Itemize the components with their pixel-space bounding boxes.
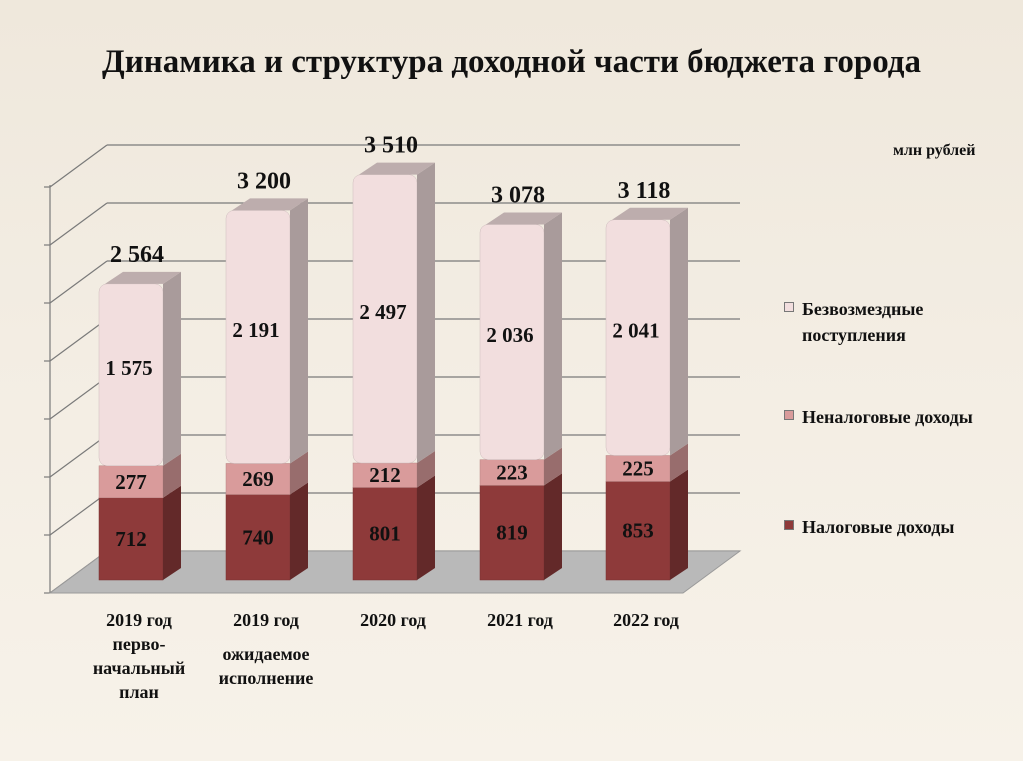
data-label-grants-2: 2 497	[359, 300, 406, 324]
chart-title: Динамика и структура доходной части бюдж…	[102, 44, 921, 80]
x-tick-label-2: 2020 год	[313, 608, 473, 632]
bar-side-grants-0	[163, 271, 181, 466]
bar-side-nontax-2	[417, 450, 435, 488]
bar-top-4	[612, 207, 688, 220]
gridline-diagonal	[49, 260, 108, 304]
bar-nontax-2	[352, 462, 418, 488]
data-label-tax-2: 801	[369, 522, 401, 546]
bar-nontax-0	[98, 465, 164, 499]
x-tick-label-1: 2019 год ожидаемое исполнение	[186, 608, 346, 690]
gridline-diagonal	[49, 144, 108, 188]
x-tick-label-year: 2019 год	[233, 610, 299, 630]
bar-top-3	[486, 212, 562, 225]
x-tick-label-3: 2021 год	[440, 608, 600, 632]
x-tick-label-year: 2022 год	[613, 610, 679, 630]
x-tick-label-year: 2020 год	[360, 610, 426, 630]
total-label-2: 3 510	[364, 133, 418, 159]
gridline-diagonal	[49, 492, 108, 536]
total-label-3: 3 078	[491, 182, 545, 208]
data-label-nontax-4: 225	[622, 456, 654, 480]
unit-label: млн рублей	[893, 142, 976, 159]
bar-side-nontax-1	[290, 451, 308, 495]
bar-side-tax-2	[417, 475, 435, 580]
bar-tax-3	[479, 485, 545, 581]
data-label-tax-4: 853	[622, 519, 654, 543]
bar-side-nontax-3	[544, 447, 562, 486]
bar-tax-0	[98, 497, 164, 581]
gridline-diagonal	[49, 318, 108, 362]
legend-item-tax: Налоговые доходы	[784, 514, 992, 540]
labels-layer: 712 277 1 575 2 564 740 269 2 191 3 200 801 212 2 …	[105, 133, 670, 551]
total-label-1: 3 200	[237, 168, 291, 194]
gridline-diagonal	[49, 376, 108, 420]
data-label-grants-4: 2 041	[612, 319, 659, 343]
data-label-nontax-0: 277	[115, 470, 147, 494]
data-label-tax-3: 819	[496, 521, 528, 545]
bar-side-tax-4	[670, 469, 688, 580]
legend-item-grants: Безвозмездные поступления	[784, 296, 992, 348]
total-label-4: 3 118	[618, 178, 671, 204]
bar-side-tax-0	[163, 485, 181, 580]
data-label-tax-1: 740	[242, 525, 274, 549]
legend-swatch-nontax	[784, 410, 794, 420]
bar-side-tax-1	[290, 482, 308, 580]
legend-swatch-tax	[784, 520, 794, 530]
bar-side-nontax-0	[163, 453, 181, 498]
bar-top-1	[232, 198, 308, 211]
gridline-diagonal	[49, 434, 108, 478]
bar-tax-2	[352, 487, 418, 581]
total-label-0: 2 564	[110, 242, 164, 268]
bar-top-2	[359, 162, 435, 175]
bar-side-grants-2	[417, 162, 435, 463]
legend-swatch-grants	[784, 302, 794, 312]
x-tick-label-0: 2019 год перво- начальный план	[59, 608, 219, 704]
data-label-nontax-2: 212	[369, 463, 401, 487]
gridline-diagonal	[49, 202, 108, 246]
bars-layer	[98, 162, 688, 581]
x-tick-label-note: перво- начальный план	[92, 634, 186, 702]
legend-item-nontax: Неналоговые доходы	[784, 404, 992, 430]
data-label-nontax-3: 223	[496, 461, 528, 485]
bar-tax-4	[605, 481, 671, 581]
bar-side-nontax-4	[670, 443, 688, 482]
bar-side-grants-4	[670, 207, 688, 456]
data-label-tax-0: 712	[115, 527, 147, 551]
bar-top-0	[105, 271, 181, 284]
legend-label-nontax: Неналоговые доходы	[802, 407, 973, 427]
data-label-nontax-1: 269	[242, 467, 274, 491]
data-label-grants-1: 2 191	[232, 318, 279, 342]
x-tick-label-4: 2022 год	[566, 608, 726, 632]
x-tick-label-note: ожидаемое исполнение	[218, 644, 314, 688]
bar-nontax-4	[605, 455, 671, 482]
bar-nontax-3	[479, 459, 545, 486]
data-label-grants-3: 2 036	[486, 323, 533, 347]
bar-side-grants-1	[290, 198, 308, 464]
bar-side-grants-3	[544, 212, 562, 460]
bar-side-tax-3	[544, 473, 562, 580]
legend-label-grants: Безвозмездные поступления	[802, 299, 924, 345]
legend-label-tax: Налоговые доходы	[802, 517, 955, 537]
data-label-grants-0: 1 575	[105, 356, 152, 380]
x-tick-label-year: 2021 год	[487, 610, 553, 630]
bar-tax-1	[225, 494, 291, 581]
x-tick-label-year: 2019 год	[106, 610, 172, 630]
